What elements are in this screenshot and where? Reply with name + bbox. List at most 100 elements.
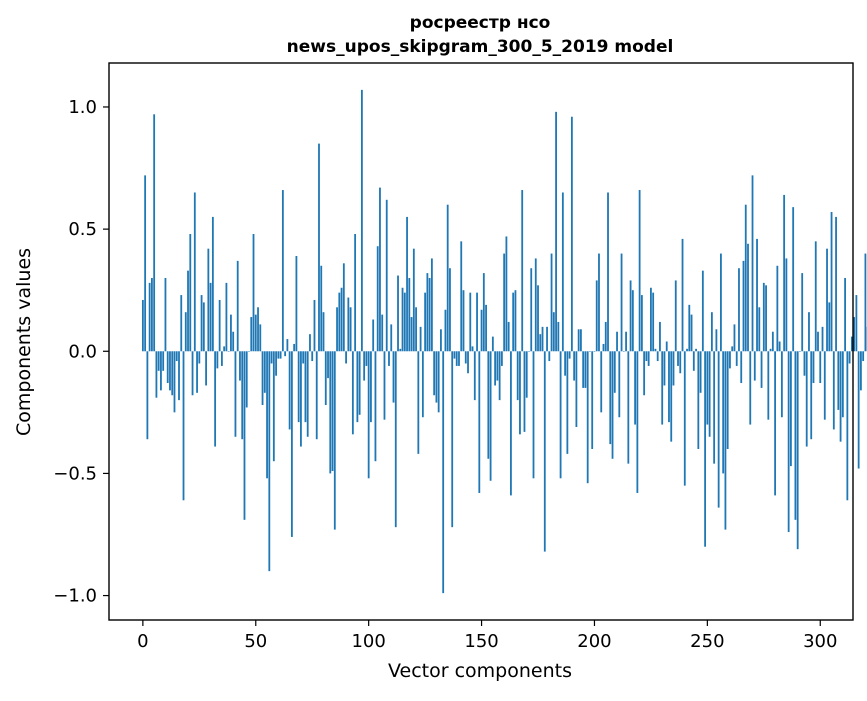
- bar: [521, 190, 523, 351]
- bar: [203, 302, 205, 351]
- bar: [727, 351, 729, 449]
- bar: [688, 305, 690, 351]
- bar: [745, 205, 747, 352]
- bar: [192, 351, 194, 395]
- bar: [442, 351, 444, 593]
- bar: [377, 246, 379, 351]
- bar: [792, 207, 794, 351]
- bar: [860, 351, 862, 390]
- x-tick-label: 100: [351, 631, 385, 652]
- bar: [810, 351, 812, 439]
- x-tick-label: 250: [690, 631, 724, 652]
- bar: [706, 351, 708, 424]
- y-tick-label: −1.0: [53, 586, 97, 607]
- bar: [670, 351, 672, 441]
- bar: [248, 351, 250, 352]
- bar: [347, 298, 349, 352]
- bar: [478, 351, 480, 493]
- bar: [456, 351, 458, 366]
- bar: [481, 310, 483, 352]
- bar: [569, 351, 571, 358]
- bar: [535, 258, 537, 351]
- bar: [483, 273, 485, 351]
- bar: [677, 351, 679, 366]
- bar: [255, 315, 257, 352]
- bar: [607, 192, 609, 351]
- bar: [436, 351, 438, 402]
- bar: [474, 351, 476, 400]
- bar: [487, 351, 489, 458]
- bar: [187, 271, 189, 352]
- bar: [573, 351, 575, 380]
- bar: [729, 351, 731, 368]
- bar: [454, 351, 456, 358]
- bar: [858, 351, 860, 468]
- bar: [338, 293, 340, 352]
- bar: [731, 346, 733, 351]
- bar: [230, 315, 232, 352]
- bar: [241, 351, 243, 439]
- bar: [551, 254, 553, 352]
- bar: [174, 351, 176, 412]
- bar: [408, 278, 410, 351]
- bar: [253, 234, 255, 351]
- bar: [361, 90, 363, 351]
- bar: [673, 351, 675, 385]
- bar: [302, 351, 304, 363]
- bar: [239, 351, 241, 380]
- bar: [268, 351, 270, 571]
- bar: [318, 144, 320, 352]
- bar: [594, 351, 596, 352]
- bar: [598, 254, 600, 352]
- bar: [178, 351, 180, 400]
- bar: [865, 254, 867, 352]
- bar: [693, 351, 695, 371]
- bar: [612, 351, 614, 458]
- bar: [420, 327, 422, 351]
- bar: [264, 351, 266, 393]
- bar: [476, 293, 478, 352]
- x-tick-label: 150: [464, 631, 498, 652]
- bar: [664, 351, 666, 385]
- bar: [679, 351, 681, 373]
- bar: [659, 322, 661, 351]
- bar: [542, 327, 544, 351]
- bar: [652, 293, 654, 352]
- bar: [207, 249, 209, 352]
- y-tick-label: −0.5: [53, 463, 97, 484]
- bar: [329, 351, 331, 473]
- bar: [718, 351, 720, 507]
- bar: [508, 322, 510, 351]
- bar: [386, 200, 388, 351]
- bar: [799, 351, 801, 352]
- bar: [758, 307, 760, 351]
- bar: [354, 234, 356, 351]
- bar: [740, 351, 742, 383]
- chart-title-line2: news_upos_skipgram_300_5_2019 model: [287, 37, 674, 57]
- bar: [307, 351, 309, 437]
- bar: [754, 351, 756, 380]
- bar: [149, 283, 151, 351]
- bar: [415, 307, 417, 351]
- bar: [790, 351, 792, 466]
- bar: [785, 258, 787, 351]
- bar: [232, 332, 234, 352]
- bar: [846, 351, 848, 500]
- bar: [519, 351, 521, 434]
- bar: [404, 293, 406, 352]
- bar: [257, 307, 259, 351]
- x-tick-label: 300: [803, 631, 837, 652]
- bar: [162, 351, 164, 371]
- bar: [293, 344, 295, 351]
- y-axis-label: Components values: [13, 248, 35, 436]
- bar: [564, 351, 566, 375]
- bar: [828, 302, 830, 351]
- bar: [494, 351, 496, 385]
- bar: [300, 351, 302, 446]
- bar: [216, 351, 218, 368]
- bar: [388, 351, 390, 366]
- bar: [286, 339, 288, 351]
- bar: [682, 239, 684, 351]
- bar: [289, 351, 291, 429]
- bar: [492, 337, 494, 352]
